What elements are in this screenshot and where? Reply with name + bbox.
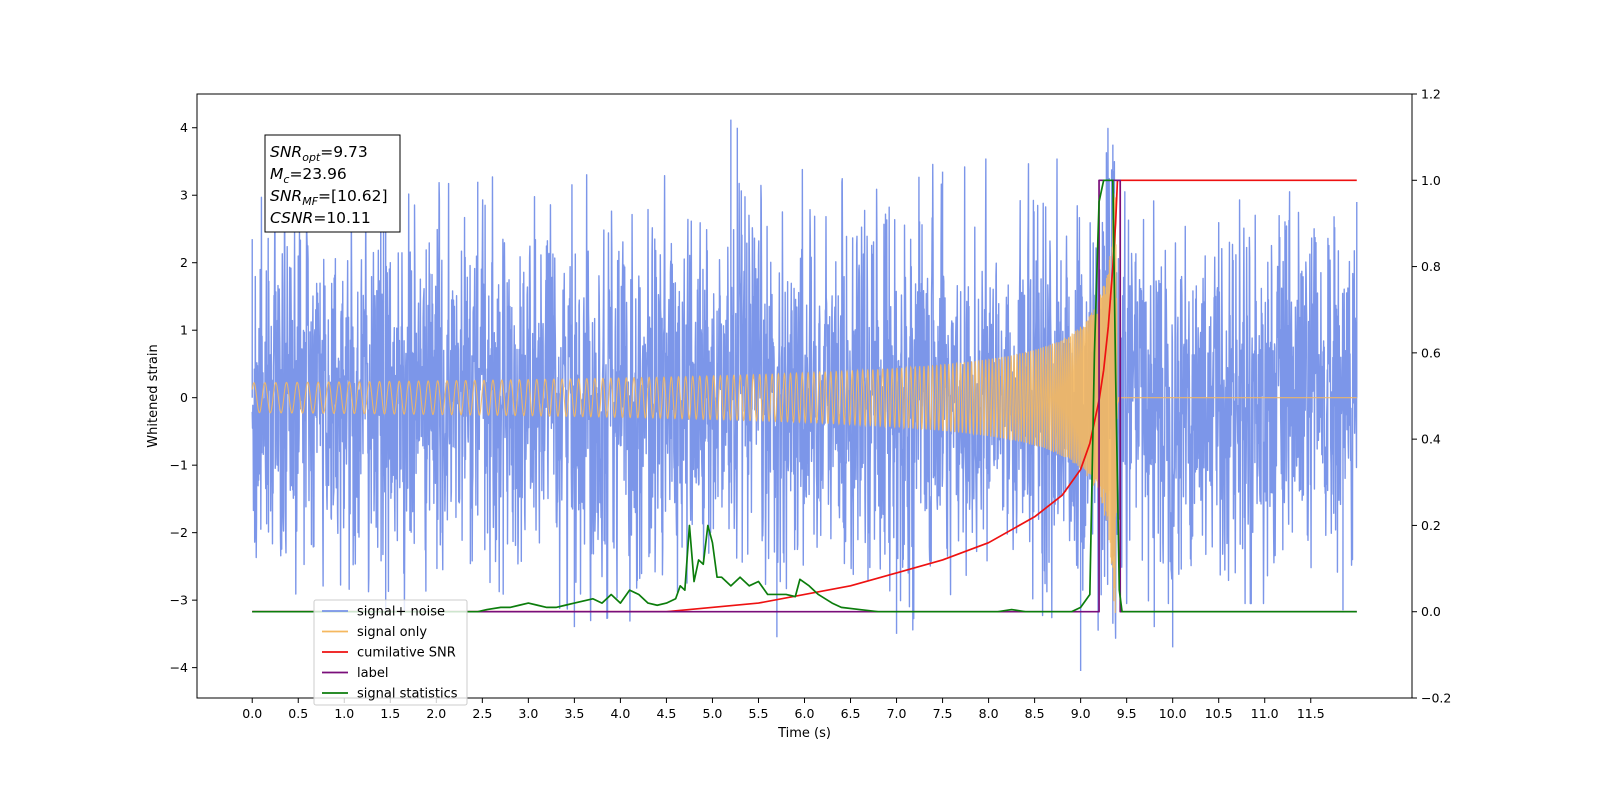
y-tick-label: −2 [170, 525, 188, 540]
legend-frame [313, 599, 468, 706]
legend: signal+ noise signal only cumilative SNR la… [313, 599, 468, 706]
y-tick-label: −3 [170, 593, 188, 608]
x-tick-label: 10.5 [1205, 706, 1233, 721]
y2-tick-label: 1.2 [1421, 87, 1441, 102]
legend-label-signal-noise: signal+ noise [357, 605, 445, 620]
snr-opt-value: =9.73 [320, 143, 368, 161]
legend-label-label: label [357, 666, 388, 681]
y-axis-left: 4 3 2 1 0 −1 −2 −3 −4 [170, 120, 197, 675]
stats-annotation-box: SNRopt=9.73 Mc=23.96 SNRMF=[10.62] CSNR=… [264, 134, 401, 233]
snr-mf-subscript: MF [302, 195, 318, 208]
y-tick-label: 1 [180, 323, 188, 338]
y2-tick-label: 0.2 [1421, 518, 1441, 533]
y2-tick-label: 0.6 [1421, 345, 1441, 360]
x-axis: 0.0 0.5 1.0 1.5 2.0 2.5 3.0 3.5 4.0 4.5 5.0 5.5 6.0 6… [242, 698, 1325, 721]
csnr-symbol: CSNR [270, 209, 313, 227]
x-tick-label: 0.5 [288, 706, 308, 721]
x-tick-label: 1.5 [380, 706, 400, 721]
x-tick-label: 8.5 [1025, 706, 1045, 721]
y-tick-label: 0 [180, 390, 188, 405]
y-tick-label: −4 [170, 660, 188, 675]
x-tick-label: 7.0 [887, 706, 907, 721]
y2-tick-label: 0.4 [1421, 432, 1441, 447]
x-tick-label: 3.5 [564, 706, 584, 721]
x-tick-label: 4.0 [610, 706, 630, 721]
x-tick-label: 0.0 [242, 706, 262, 721]
snr-mf-text: SNRMF=[10.62] [270, 187, 388, 208]
y-tick-label: 2 [180, 255, 188, 270]
csnr-text: CSNR=10.11 [270, 209, 371, 227]
x-tick-label: 9.0 [1071, 706, 1091, 721]
mc-subscript: c [283, 173, 289, 186]
csnr-value: =10.11 [313, 209, 370, 227]
series-layer [251, 119, 1358, 672]
x-tick-label: 11.0 [1251, 706, 1279, 721]
mc-symbol: M [270, 165, 283, 183]
legend-label-signal-statistics: signal statistics [357, 687, 458, 702]
x-tick-label: 8.0 [979, 706, 999, 721]
x-tick-label: 9.5 [1117, 706, 1137, 721]
mc-text: Mc=23.96 [270, 165, 347, 186]
snr-mf-symbol: SNR [270, 187, 302, 205]
snr-opt-text: SNRopt=9.73 [270, 143, 368, 164]
y-tick-label: 4 [180, 120, 188, 135]
x-axis-label: Time (s) [777, 726, 831, 741]
x-tick-label: 10.0 [1159, 706, 1187, 721]
legend-label-signal-only: signal only [357, 625, 427, 640]
x-tick-label: 7.5 [933, 706, 953, 721]
snr-opt-symbol: SNR [270, 143, 302, 161]
snr-opt-subscript: opt [302, 151, 321, 164]
y2-tick-label: 0.0 [1421, 604, 1441, 619]
x-tick-label: 5.0 [703, 706, 723, 721]
y-axis-right: 1.2 1.0 0.8 0.6 0.4 0.2 0.0 −0.2 [1412, 87, 1451, 706]
x-tick-label: 11.5 [1297, 706, 1325, 721]
x-tick-label: 5.5 [749, 706, 769, 721]
x-tick-label: 4.5 [656, 706, 676, 721]
series-signal-statistics-line [252, 179, 1357, 613]
y2-tick-label: −0.2 [1421, 691, 1451, 706]
x-tick-label: 3.0 [518, 706, 538, 721]
y-tick-label: 3 [180, 188, 188, 203]
annotation-frame [264, 134, 401, 233]
x-tick-label: 1.0 [334, 706, 354, 721]
y-tick-label: −1 [170, 458, 188, 473]
x-tick-label: 2.5 [472, 706, 492, 721]
x-tick-label: 2.0 [426, 706, 446, 721]
y2-tick-label: 0.8 [1421, 259, 1441, 274]
y-axis-label: Whitened strain [146, 344, 161, 447]
series-signal-only-line [251, 193, 1357, 613]
legend-label-cumilative-snr: cumilative SNR [357, 646, 456, 661]
plot-area [251, 119, 1358, 672]
snr-mf-value: =[10.62] [318, 187, 387, 205]
y2-tick-label: 1.0 [1421, 173, 1441, 188]
x-tick-label: 6.0 [795, 706, 815, 721]
x-tick-label: 6.5 [841, 706, 861, 721]
mc-value: =23.96 [289, 165, 346, 183]
